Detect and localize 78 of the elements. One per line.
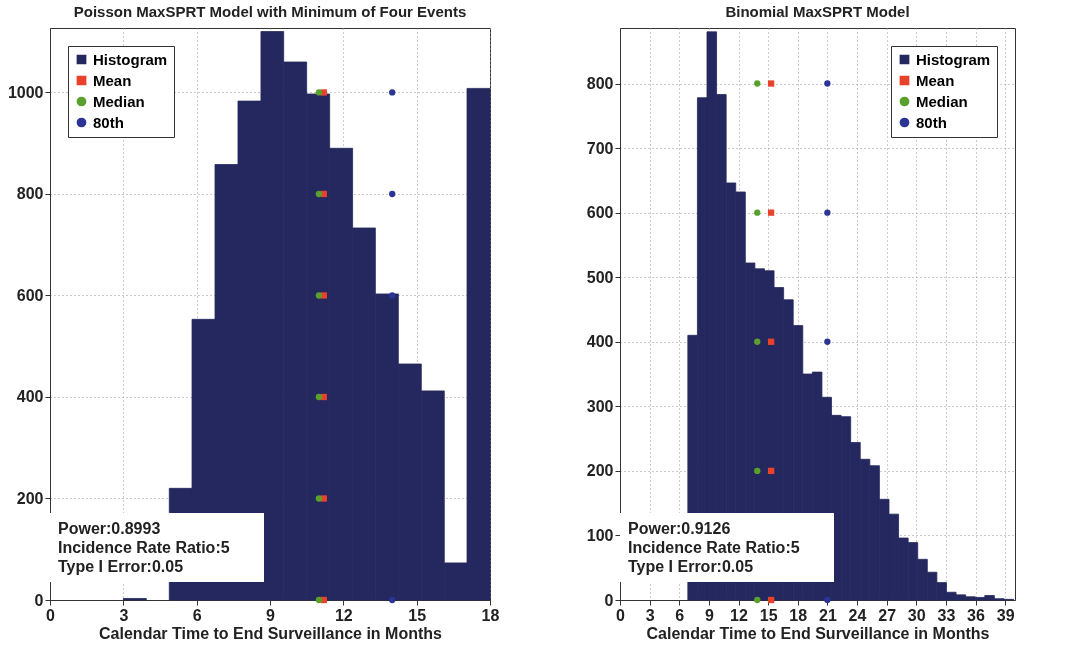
x-tick-label: 9 xyxy=(266,606,276,624)
x-tick-label: 39 xyxy=(996,606,1015,624)
point xyxy=(767,80,775,87)
x-tick-label: 12 xyxy=(730,606,748,624)
point xyxy=(315,495,323,502)
point xyxy=(824,338,831,345)
annotation: Power:0.8993 xyxy=(58,519,161,537)
legend-label: Mean xyxy=(916,71,955,89)
point xyxy=(754,338,761,345)
legend-label: 80th xyxy=(916,113,947,131)
y-tick-label: 200 xyxy=(16,489,44,507)
x-tick-label: 15 xyxy=(408,606,427,624)
legend-label: Histogram xyxy=(93,50,168,68)
x-axis-title: Calendar Time to End Surveillance in Months xyxy=(646,624,990,642)
point xyxy=(389,292,396,299)
x-tick-label: 3 xyxy=(645,606,655,624)
point xyxy=(315,393,323,401)
x-tick-label: 21 xyxy=(818,606,837,624)
y-tick-label: 400 xyxy=(16,388,44,406)
point xyxy=(824,80,831,87)
y-tick-label: 700 xyxy=(586,139,614,157)
y-tick-label: 0 xyxy=(34,591,44,609)
y-tick-label: 400 xyxy=(586,333,614,351)
point xyxy=(767,338,775,345)
point xyxy=(315,596,323,604)
point xyxy=(754,596,761,604)
legend-label: Mean xyxy=(93,71,132,89)
x-axis-title: Calendar Time to End Surveillance in Months xyxy=(99,624,443,642)
x-tick-label: 18 xyxy=(789,606,808,624)
point xyxy=(754,80,761,87)
legend-label: Median xyxy=(916,92,968,110)
point xyxy=(767,467,775,475)
y-tick-label: 1000 xyxy=(7,83,44,101)
x-tick-label: 0 xyxy=(616,606,626,624)
y-tick-label: 600 xyxy=(586,204,614,222)
point xyxy=(315,190,323,198)
point xyxy=(315,89,323,96)
y-tick-label: 200 xyxy=(586,462,614,480)
point xyxy=(824,596,831,604)
x-tick-label: 24 xyxy=(848,606,867,624)
y-tick-label: 0 xyxy=(604,591,614,609)
legend-label: Histogram xyxy=(916,50,991,68)
legend-label: Median xyxy=(93,92,145,110)
y-tick-label: 300 xyxy=(586,397,614,415)
x-tick-label: 36 xyxy=(967,606,985,624)
annotation: Incidence Rate Ratio:5 xyxy=(58,538,230,556)
x-tick-label: 6 xyxy=(192,606,202,624)
point xyxy=(824,209,831,216)
y-tick-label: 800 xyxy=(16,185,44,203)
annotation: Incidence Rate Ratio:5 xyxy=(628,538,800,556)
legend-label: 80th xyxy=(93,113,124,131)
annotation: Type I Error:0.05 xyxy=(628,557,754,575)
point xyxy=(767,596,775,604)
x-tick-label: 18 xyxy=(481,606,500,624)
annotation: Power:0.9126 xyxy=(628,519,731,537)
x-tick-label: 15 xyxy=(759,606,778,624)
point xyxy=(767,209,775,216)
x-tick-label: 3 xyxy=(119,606,129,624)
annotation: Type I Error:0.05 xyxy=(58,557,184,575)
point xyxy=(389,596,396,604)
point xyxy=(315,292,323,299)
point xyxy=(754,467,761,475)
x-tick-label: 27 xyxy=(878,606,897,624)
point xyxy=(389,190,396,198)
y-tick-label: 100 xyxy=(586,526,614,544)
y-tick-label: 500 xyxy=(586,268,614,286)
chart-title: Poisson MaxSPRT Model with Minimum of Four Events xyxy=(73,3,467,20)
x-tick-label: 33 xyxy=(937,606,956,624)
x-tick-label: 12 xyxy=(334,606,353,624)
chart-title: Binomial MaxSPRT Model xyxy=(725,3,910,20)
y-tick-label: 600 xyxy=(16,286,44,304)
y-tick-label: 800 xyxy=(586,75,614,93)
point xyxy=(754,209,761,216)
x-tick-label: 9 xyxy=(704,606,714,624)
x-tick-label: 6 xyxy=(675,606,685,624)
x-tick-label: 30 xyxy=(907,606,926,624)
point xyxy=(389,89,396,96)
x-tick-label: 0 xyxy=(46,606,56,624)
